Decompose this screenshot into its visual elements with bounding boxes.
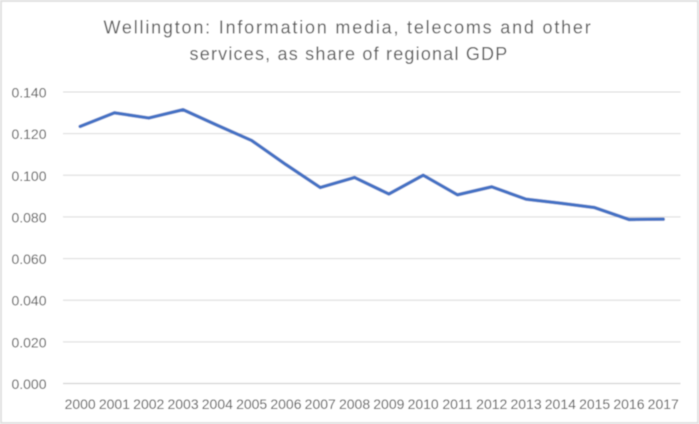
svg-text:2001: 2001 <box>99 396 130 412</box>
svg-text:2004: 2004 <box>202 396 233 412</box>
svg-text:0.140: 0.140 <box>11 85 46 101</box>
svg-text:2011: 2011 <box>442 396 472 412</box>
svg-text:0.120: 0.120 <box>11 126 46 142</box>
svg-text:2000: 2000 <box>65 396 96 412</box>
svg-text:0.000: 0.000 <box>11 376 46 392</box>
svg-text:2002: 2002 <box>133 396 164 412</box>
svg-text:2012: 2012 <box>476 396 507 412</box>
svg-text:0.100: 0.100 <box>11 168 46 184</box>
svg-text:0.040: 0.040 <box>11 293 46 309</box>
svg-text:2013: 2013 <box>510 396 541 412</box>
svg-text:2008: 2008 <box>339 396 370 412</box>
svg-text:0.060: 0.060 <box>11 251 46 267</box>
svg-text:2005: 2005 <box>236 396 267 412</box>
svg-text:2009: 2009 <box>373 396 404 412</box>
svg-text:2017: 2017 <box>648 396 679 412</box>
svg-text:0.020: 0.020 <box>11 334 46 350</box>
svg-text:2003: 2003 <box>167 396 198 412</box>
svg-text:services, as share of regional: services, as share of regional GDP <box>190 44 509 64</box>
svg-text:0.080: 0.080 <box>11 209 46 225</box>
svg-text:Wellington: Information media,: Wellington: Information media, telecoms … <box>103 18 592 38</box>
svg-text:2010: 2010 <box>408 396 439 412</box>
svg-text:2007: 2007 <box>305 396 336 412</box>
svg-text:2006: 2006 <box>270 396 301 412</box>
svg-text:2016: 2016 <box>613 396 644 412</box>
svg-text:2014: 2014 <box>545 396 576 412</box>
svg-text:2015: 2015 <box>579 396 610 412</box>
